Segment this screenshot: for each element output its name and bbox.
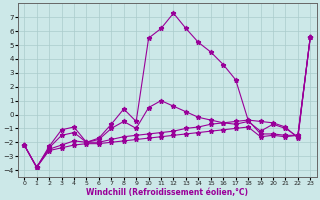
- X-axis label: Windchill (Refroidissement éolien,°C): Windchill (Refroidissement éolien,°C): [86, 188, 248, 197]
